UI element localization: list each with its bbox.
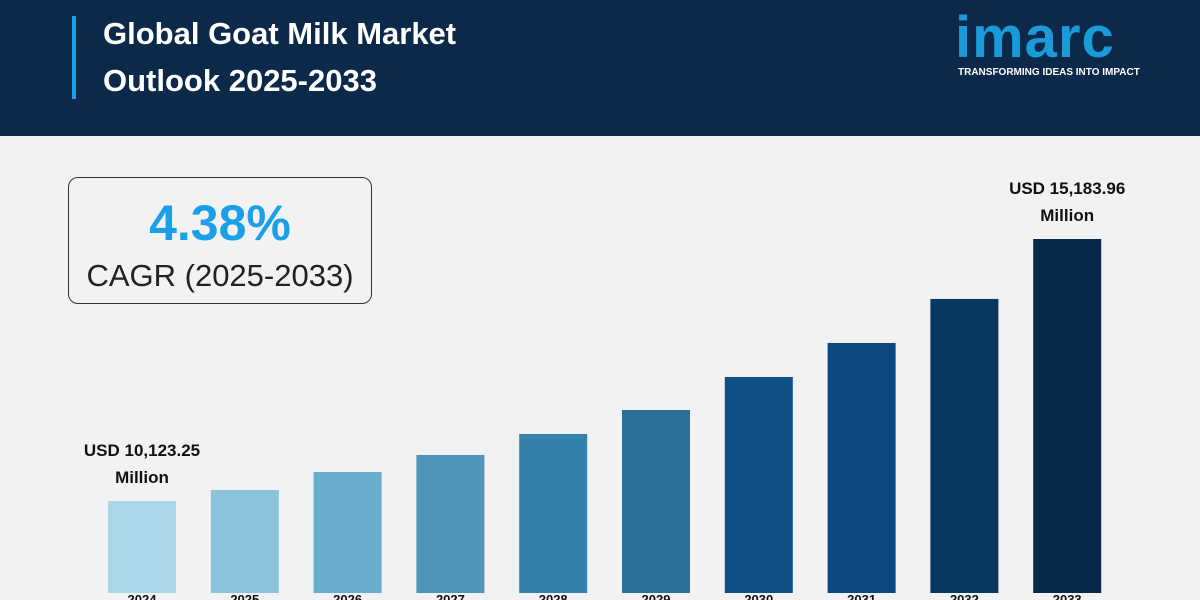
logo-tagline: TRANSFORMING IDEAS INTO IMPACT xyxy=(958,67,1140,78)
bar xyxy=(519,433,588,593)
bar xyxy=(724,376,793,593)
bar xyxy=(108,501,176,593)
cagr-value: 4.38% xyxy=(149,195,291,251)
chart-title: Global Goat Milk Market Outlook 2025-203… xyxy=(103,16,457,98)
bar xyxy=(1033,239,1102,593)
bar xyxy=(210,489,279,593)
x-tick-label: 2027 xyxy=(436,592,465,600)
bar xyxy=(313,472,382,593)
x-tick-label: 2032 xyxy=(950,592,979,600)
bar xyxy=(827,342,896,593)
bar xyxy=(930,298,999,593)
x-tick-label: 2025 xyxy=(230,592,259,600)
logo: imarc xyxy=(955,5,1115,70)
header: Global Goat Milk Market Outlook 2025-203… xyxy=(0,0,1200,136)
bar xyxy=(416,454,485,593)
x-tick-label: 2033 xyxy=(1053,592,1082,600)
value-label: USD 15,183.96 Million xyxy=(1009,179,1126,225)
x-tick-label: 2029 xyxy=(642,592,671,600)
x-tick-label: 2028 xyxy=(539,592,568,600)
bar xyxy=(622,409,690,593)
x-tick-label: 2031 xyxy=(847,592,876,600)
x-tick-label: 2026 xyxy=(333,592,362,600)
accent-bar xyxy=(72,16,76,99)
cagr-label: CAGR (2025-2033) xyxy=(86,258,354,293)
x-tick-label: 2030 xyxy=(744,592,773,600)
x-tick-label: 2024 xyxy=(128,592,158,600)
value-label: USD 10,123.25 Million xyxy=(83,441,201,487)
cagr-box: 4.38% CAGR (2025-2033) xyxy=(68,177,372,304)
